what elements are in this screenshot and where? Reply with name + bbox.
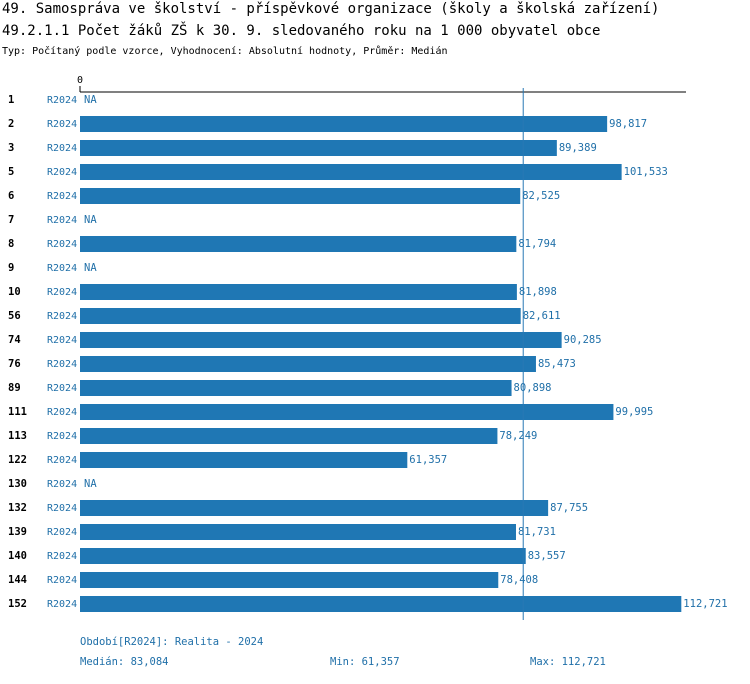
series-label: R2024	[47, 455, 77, 466]
footer-median: Medián: 83,084	[80, 656, 169, 668]
chart-title: 49. Samospráva ve školství - příspěvkové…	[2, 1, 659, 17]
series-label: R2024	[47, 311, 77, 322]
value-label: 85,473	[538, 358, 576, 370]
series-label: R2024	[47, 503, 77, 514]
bar	[80, 596, 682, 612]
bar	[80, 308, 521, 324]
bar	[80, 404, 614, 420]
bar	[80, 284, 517, 300]
series-label: R2024	[47, 527, 77, 538]
chart-subtitle: 49.2.1.1 Počet žáků ZŠ k 30. 9. sledovan…	[2, 21, 600, 39]
value-label: 83,557	[528, 550, 566, 562]
y-tick-label: 144	[8, 574, 27, 586]
series-label: R2024	[47, 335, 77, 346]
value-label: 61,357	[409, 454, 447, 466]
series-label: R2024	[47, 383, 77, 394]
y-tick-label: 3	[8, 142, 14, 154]
value-label: 90,285	[564, 334, 602, 346]
y-tick-label: 5	[8, 166, 14, 178]
y-tick-label: 74	[8, 334, 21, 346]
bar	[80, 500, 549, 516]
value-label: 101,533	[624, 166, 668, 178]
y-tick-label: 152	[8, 598, 27, 610]
series-label: R2024	[47, 479, 77, 490]
series-label: R2024	[47, 119, 77, 130]
chart-note: Typ: Počítaný podle vzorce, Vyhodnocení:…	[2, 45, 448, 57]
bar	[80, 140, 557, 156]
y-tick-label: 7	[8, 214, 14, 226]
y-tick-label: 122	[8, 454, 27, 466]
y-tick-label: 139	[8, 526, 27, 538]
value-label: NA	[84, 262, 97, 274]
value-label: 82,611	[523, 310, 561, 322]
footer-period: Období[R2024]: Realita - 2024	[80, 636, 263, 648]
y-tick-label: 10	[8, 286, 21, 298]
bar	[80, 548, 526, 564]
series-label: R2024	[47, 263, 77, 274]
value-label: 78,249	[499, 430, 537, 442]
x-tick-label: 0	[77, 75, 83, 86]
value-label: 89,389	[559, 142, 597, 154]
series-label: R2024	[47, 167, 77, 178]
series-label: R2024	[47, 239, 77, 250]
value-label: 81,794	[518, 238, 556, 250]
y-tick-label: 140	[8, 550, 27, 562]
y-tick-label: 6	[8, 190, 14, 202]
bar	[80, 164, 622, 180]
series-label: R2024	[47, 551, 77, 562]
bar	[80, 428, 498, 444]
series-label: R2024	[47, 287, 77, 298]
y-tick-label: 132	[8, 502, 27, 514]
series-label: R2024	[47, 599, 77, 610]
value-label: 112,721	[683, 598, 727, 610]
footer-min: Min: 61,357	[330, 656, 400, 668]
value-label: NA	[84, 94, 97, 106]
bar	[80, 452, 408, 468]
bar	[80, 236, 517, 252]
y-tick-label: 2	[8, 118, 14, 130]
y-tick-label: 9	[8, 262, 14, 274]
y-tick-label: 89	[8, 382, 21, 394]
series-label: R2024	[47, 191, 77, 202]
value-label: 81,898	[519, 286, 557, 298]
value-label: 99,995	[615, 406, 653, 418]
y-tick-label: 130	[8, 478, 27, 490]
value-label: NA	[84, 478, 97, 490]
y-tick-label: 111	[8, 406, 27, 418]
bar	[80, 356, 536, 372]
series-label: R2024	[47, 143, 77, 154]
value-label: 87,755	[550, 502, 588, 514]
bar	[80, 116, 608, 132]
value-label: 78,408	[500, 574, 538, 586]
series-label: R2024	[47, 359, 77, 370]
bar	[80, 572, 499, 588]
y-tick-label: 76	[8, 358, 21, 370]
series-label: R2024	[47, 215, 77, 226]
bar	[80, 332, 562, 348]
series-label: R2024	[47, 431, 77, 442]
series-label: R2024	[47, 95, 77, 106]
y-tick-label: 1	[8, 94, 14, 106]
value-label: 80,898	[514, 382, 552, 394]
y-tick-label: 56	[8, 310, 21, 322]
value-label: 81,731	[518, 526, 556, 538]
value-label: NA	[84, 214, 97, 226]
bar	[80, 188, 521, 204]
value-label: 98,817	[609, 118, 647, 130]
footer-max: Max: 112,721	[530, 656, 606, 668]
y-tick-label: 8	[8, 238, 14, 250]
series-label: R2024	[47, 407, 77, 418]
series-label: R2024	[47, 575, 77, 586]
y-tick-label: 113	[8, 430, 27, 442]
bar	[80, 524, 516, 540]
value-label: 82,525	[522, 190, 560, 202]
bar	[80, 380, 512, 396]
